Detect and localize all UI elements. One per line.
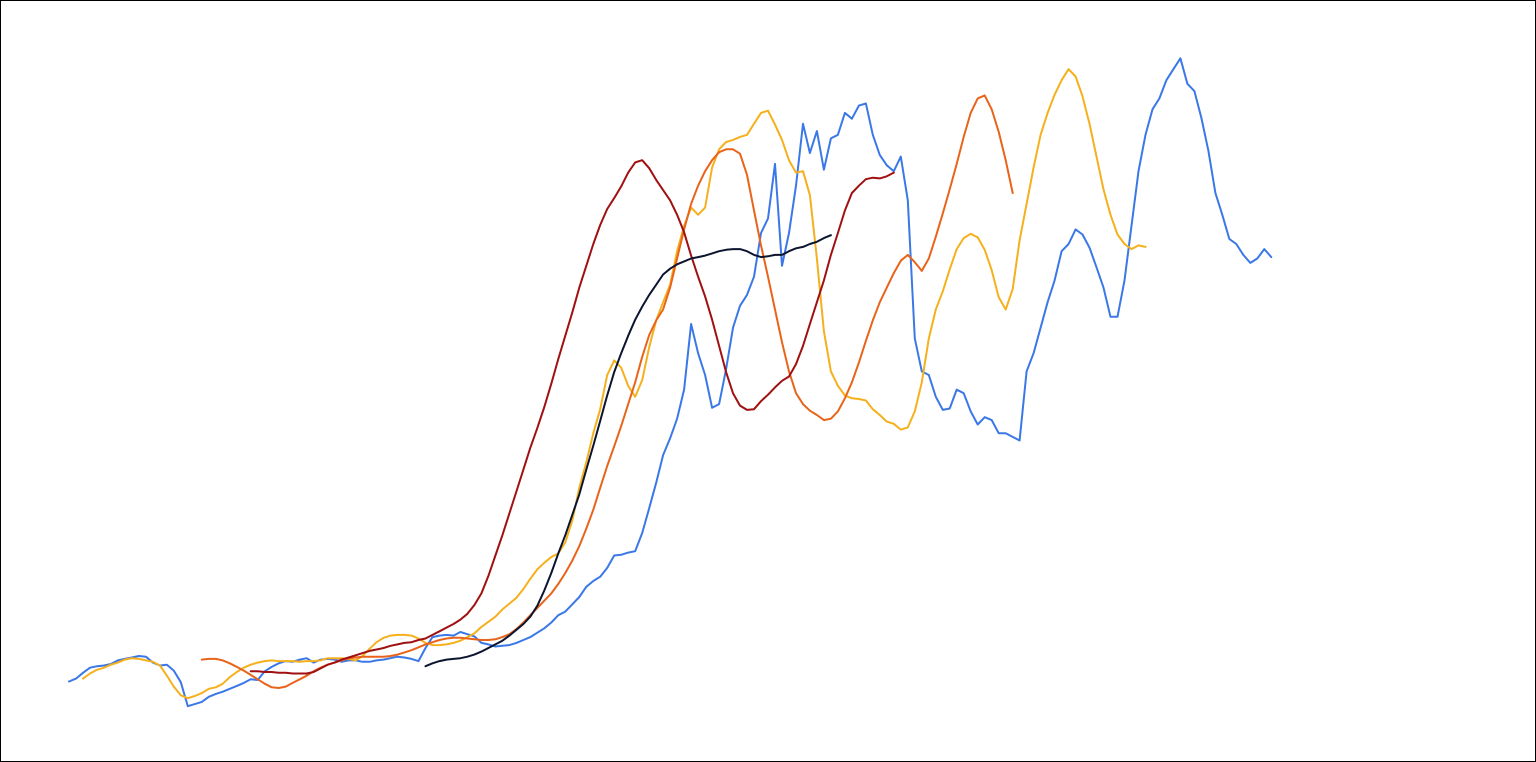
ma-slow-line	[249, 159, 895, 675]
ma-medium-line	[200, 94, 1014, 689]
ma-fast-line	[82, 68, 1147, 700]
series-layer	[68, 57, 1273, 708]
ma-long-line	[424, 234, 832, 668]
price-line	[68, 57, 1273, 708]
